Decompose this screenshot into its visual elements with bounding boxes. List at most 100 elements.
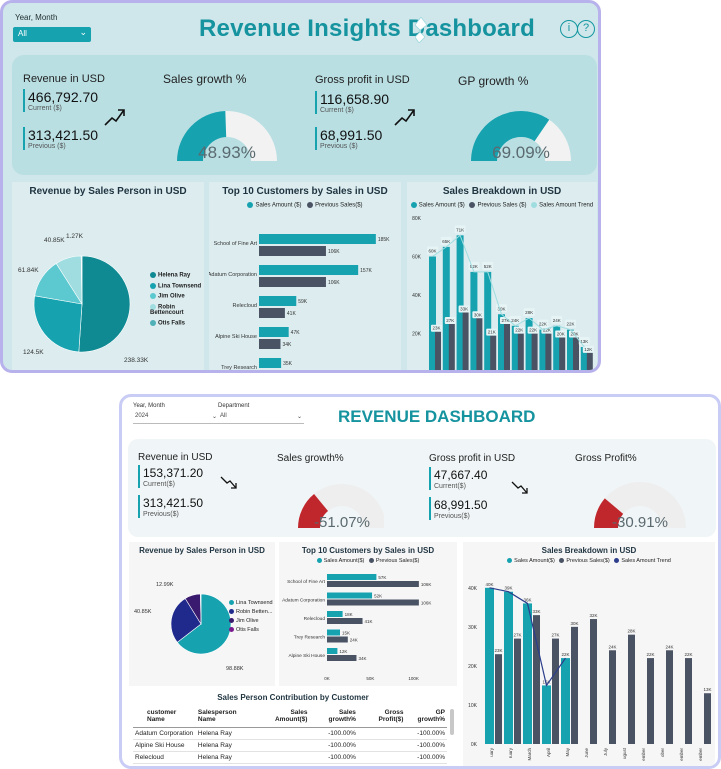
legend-lina: Lina Townsend: [236, 600, 273, 606]
data-label-box: [555, 330, 567, 338]
legend-dot: [614, 558, 620, 564]
x-tick-label: 0K: [324, 676, 330, 681]
cell-sales-amount: [256, 751, 310, 764]
year-month-dropdown[interactable]: All ⌄: [13, 27, 91, 42]
sales-bar: [485, 587, 494, 744]
sales-data-label: 28K: [525, 310, 533, 315]
pie-title: Revenue by Sales Person in USD: [139, 546, 265, 555]
col-sales-growth[interactable]: Sales growth%: [309, 705, 358, 728]
y-tick-label: 20K: [412, 332, 422, 338]
sales-data-label: 22K: [561, 652, 569, 657]
x-tick-label: June: [584, 748, 589, 758]
sales-data-label: 60K: [428, 249, 436, 254]
pie-data-label: 238.33K: [124, 357, 149, 364]
data-label-box: [431, 324, 442, 332]
customer-label: Adatum Corporation: [209, 272, 257, 278]
previous-bar: [448, 320, 455, 370]
table-row[interactable]: Alpine Ski House Helena Ray -100.00% -10…: [133, 739, 447, 752]
legend-jim: Jim Olive: [236, 618, 259, 624]
department-filter-label: Department: [218, 403, 250, 409]
data-label-box: [482, 261, 494, 270]
legend-lina: Lina Townsend: [158, 283, 202, 290]
previous-data-label: 21K: [488, 330, 496, 335]
previous-bar: [552, 638, 559, 744]
table-scrollbar[interactable]: [450, 709, 454, 735]
pie-title: Revenue by Sales Person in USD: [29, 186, 187, 197]
data-label-box: [523, 308, 535, 317]
legend-dot: [368, 558, 374, 564]
x-tick-label: April: [546, 748, 551, 757]
help-icon[interactable]: ?: [577, 20, 595, 38]
table-row[interactable]: Relecloud Helena Ray -100.00% -100.00%: [133, 751, 447, 764]
previous-bar-label: 106K: [328, 280, 340, 286]
previous-bar: [476, 314, 483, 370]
cell-salesperson: Helena Ray: [195, 727, 257, 740]
cell-gross-profit: [357, 739, 406, 752]
cell-gross-profit: [357, 751, 406, 764]
gross-current-value: 116,658.90: [320, 91, 390, 107]
sales-bar: [523, 603, 532, 744]
previous-data-label: 22K: [543, 328, 551, 333]
gross-profit-pct-label: Gross Profit%: [575, 453, 637, 464]
sales-bar: [553, 325, 561, 370]
col-gp-growth[interactable]: GP growth%: [405, 705, 447, 728]
pie-slice: [33, 295, 83, 353]
previous-bar: [495, 654, 502, 744]
previous-data-label: 27K: [501, 318, 509, 323]
revenue-label: Revenue in USD: [23, 73, 105, 85]
sales-bar: [539, 329, 547, 370]
sales-bar: [259, 265, 359, 275]
x-tick-label: ruary: [508, 747, 513, 758]
legend-helena: Helena Ray: [158, 272, 191, 279]
gross-profit-label: Gross profit in USD: [429, 453, 516, 464]
data-label-box: [458, 305, 470, 313]
department-value: All: [220, 413, 227, 419]
trend-line: [489, 587, 566, 687]
data-label-box: [472, 311, 484, 319]
previous-bar-label: 41K: [287, 311, 297, 317]
sales-data-label: 13K: [580, 339, 588, 344]
sales-bar: [259, 296, 297, 306]
pie-data-label: 124.5K: [23, 349, 44, 356]
table-row[interactable]: Adatum Corporation Helena Ray -100.00% -…: [133, 727, 447, 740]
gp-growth-gauge: 69.09%: [471, 110, 571, 162]
year-month-filter-label: Year, Month: [15, 13, 58, 22]
customer-label: School of Fine Art: [214, 241, 258, 247]
customer-label: Trey Research: [221, 365, 257, 371]
department-dropdown[interactable]: All ⌄: [218, 411, 304, 424]
year-month-dropdown[interactable]: 2024 ⌄: [133, 411, 219, 424]
x-tick-label: ember: [679, 748, 684, 761]
pie-data-label: 61.84K: [18, 267, 39, 274]
legend-previous-sales: Previous Sales ($): [477, 202, 527, 209]
sales-bar: [327, 592, 373, 599]
cell-customer: Alpine Ski House: [133, 739, 196, 752]
col-gross-profit[interactable]: Gross Profit($): [357, 705, 406, 728]
col-sales-amount[interactable]: Sales Amount($): [256, 705, 310, 728]
previous-bar: [259, 339, 281, 349]
gross-profit-value: -30.91%: [612, 514, 668, 531]
previous-data-label: 33K: [532, 609, 540, 614]
col-customer[interactable]: customer Name: [133, 705, 196, 728]
pie-slice: [176, 593, 232, 655]
gross-previous-block: 68,991.50 Previous($): [429, 497, 487, 520]
previous-bar: [573, 333, 579, 370]
previous-bar: [609, 650, 616, 744]
previous-bar: [259, 277, 326, 287]
col-salesperson[interactable]: Salesperson Name: [195, 705, 257, 728]
sales-growth-gauge: -51.07%: [298, 484, 384, 531]
sales-bar: [511, 325, 519, 370]
previous-bar: [666, 650, 673, 744]
previous-data-label: 22K: [684, 652, 692, 657]
x-tick-label: ober: [660, 748, 665, 758]
previous-data-label: 20K: [557, 332, 565, 337]
top10-bar-chart: School of Fine Art 57K 106K Adatum Corporat…: [282, 574, 431, 681]
pie-legend: Lina Townsend Robin Betten... Jim Olive …: [229, 600, 273, 633]
legend-robin: Robin Bettencourt: [150, 304, 184, 317]
legend-previous: Previous Sales($): [375, 558, 420, 564]
info-icon[interactable]: i: [560, 20, 578, 38]
contribution-table-grid: customer Name Salesperson Name Sales Amo…: [133, 705, 447, 764]
breakdown-legend: Sales Amount ($) Previous Sales ($) Sale…: [407, 202, 597, 209]
page-title: Revenue Insights Dashboard: [199, 15, 535, 42]
sales-bar-label: 52K: [374, 594, 382, 599]
sales-bar: [504, 591, 513, 744]
